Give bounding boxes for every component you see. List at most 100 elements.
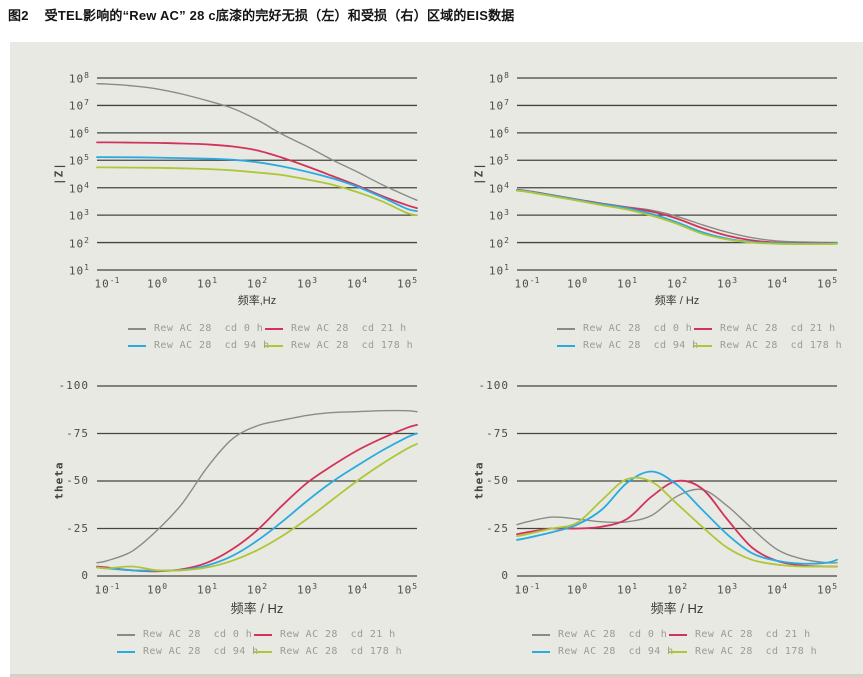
x-tick-label: 102 xyxy=(246,582,268,597)
series-line-gray xyxy=(96,409,418,564)
legend-label: Rew AC 28 cd 21 h xyxy=(280,629,396,640)
legend-label: Rew AC 28 cd 178 h xyxy=(695,646,817,657)
x-tick-label: 105 xyxy=(816,582,838,597)
x-axis-label: 频率,Hz xyxy=(237,295,277,307)
series-line-gray xyxy=(516,488,838,564)
plot-area xyxy=(516,385,838,577)
y-tick-label: 106 xyxy=(488,125,509,141)
x-tick-label: 105 xyxy=(396,276,418,291)
figure-panel: |Z| 频率,Hz 108 107 106 105 104 103 102 101 10-1 10… xyxy=(10,42,863,677)
x-tick-label: 104 xyxy=(766,276,788,291)
legend-entry: Rew AC 28 cd 0 h xyxy=(117,629,254,640)
series-line-blue xyxy=(96,432,418,572)
y-tick-label: -25 xyxy=(66,521,89,535)
y-tick-label: 104 xyxy=(68,180,89,196)
series-line-red xyxy=(96,141,418,209)
legend-entry: Rew AC 28 cd 94 h xyxy=(117,646,258,657)
legend-entry: Rew AC 28 cd 21 h xyxy=(254,629,395,640)
legend-line-marker-green xyxy=(669,650,687,653)
plot-area xyxy=(516,77,838,271)
x-tick-label: 103 xyxy=(296,276,318,291)
x-tick-label: 102 xyxy=(666,276,688,291)
legend-impedance-intact: Rew AC 28 cd 0 h Rew AC 28 cd 21 h Rew AC … xyxy=(128,323,413,351)
x-tick-label: 103 xyxy=(716,276,738,291)
legend-entry: Rew AC 28 cd 178 h xyxy=(694,340,842,351)
legend-entry: Rew AC 28 cd 21 h xyxy=(694,323,835,334)
legend-entry: Rew AC 28 cd 178 h xyxy=(265,340,413,351)
legend-line-marker-gray xyxy=(557,327,575,330)
x-tick-label: 103 xyxy=(716,582,738,597)
x-tick-label: 10-1 xyxy=(514,582,540,597)
legend-line-marker-gray xyxy=(128,327,146,330)
x-tick-label: 102 xyxy=(666,582,688,597)
series-line-blue xyxy=(516,470,838,565)
y-tick-label: 107 xyxy=(488,98,509,114)
x-tick-label: 104 xyxy=(346,582,368,597)
legend-line-marker-green xyxy=(265,344,283,347)
x-tick-label: 101 xyxy=(196,276,218,291)
y-tick-label: 103 xyxy=(68,208,89,223)
legend-line-marker-blue xyxy=(117,650,135,653)
y-tick-label: 105 xyxy=(68,153,89,168)
legend-line-marker-green xyxy=(254,650,272,653)
legend-line-marker-blue xyxy=(128,344,146,347)
y-tick-label: -75 xyxy=(66,426,89,440)
legend-label: Rew AC 28 cd 178 h xyxy=(720,340,842,351)
legend-line-marker-blue xyxy=(532,650,550,653)
legend-label: Rew AC 28 cd 0 h xyxy=(154,323,264,334)
legend-entry: Rew AC 28 cd 178 h xyxy=(254,646,402,657)
plot-area xyxy=(96,385,418,577)
legend-entry: Rew AC 28 cd 94 h xyxy=(532,646,673,657)
series-line-green xyxy=(96,166,418,216)
series-line-green xyxy=(516,476,838,568)
series-line-green xyxy=(516,189,838,246)
y-tick-label: 108 xyxy=(488,71,509,86)
y-tick-label: 101 xyxy=(68,263,89,278)
legend-line-marker-red xyxy=(669,633,687,636)
x-tick-label: 101 xyxy=(616,582,638,597)
x-tick-label: 100 xyxy=(146,582,168,597)
legend-entry: Rew AC 28 cd 94 h xyxy=(557,340,698,351)
x-tick-label: 101 xyxy=(196,582,218,597)
legend-entry: Rew AC 28 cd 178 h xyxy=(669,646,817,657)
legend-label: Rew AC 28 cd 0 h xyxy=(558,629,668,640)
legend-label: Rew AC 28 cd 94 h xyxy=(154,340,270,351)
y-tick-label: 0 xyxy=(81,569,89,582)
x-tick-label: 101 xyxy=(616,276,638,291)
y-tick-label: -25 xyxy=(486,521,509,535)
legend-line-marker-green xyxy=(694,344,712,347)
series-line-red xyxy=(516,479,838,568)
plot-area xyxy=(96,77,418,271)
legend-label: Rew AC 28 cd 94 h xyxy=(143,646,259,657)
legend-entry: Rew AC 28 cd 0 h xyxy=(128,323,265,334)
legend-label: Rew AC 28 cd 21 h xyxy=(720,323,836,334)
legend-line-marker-blue xyxy=(557,344,575,347)
y-tick-label: -50 xyxy=(66,474,89,487)
legend-label: Rew AC 28 cd 178 h xyxy=(291,340,413,351)
x-axis-label: 频率 / Hz xyxy=(654,295,700,307)
x-tick-label: 100 xyxy=(146,276,168,291)
legend-entry: Rew AC 28 cd 94 h xyxy=(128,340,269,351)
legend-line-marker-gray xyxy=(117,633,135,636)
legend-label: Rew AC 28 cd 178 h xyxy=(280,646,402,657)
figure-title: 图2 受TEL影响的“Rew AC” 28 c底漆的完好无损（左）和受损（右）区域… xyxy=(8,5,515,24)
x-tick-label: 104 xyxy=(346,276,368,291)
legend-label: Rew AC 28 cd 94 h xyxy=(558,646,674,657)
y-tick-label: 0 xyxy=(501,569,509,582)
x-tick-label: 10-1 xyxy=(94,276,120,291)
legend-phase-damaged: Rew AC 28 cd 0 h Rew AC 28 cd 21 h Rew AC … xyxy=(532,629,817,657)
y-tick-label: 103 xyxy=(488,208,509,223)
y-tick-label: 106 xyxy=(68,125,89,141)
legend-entry: Rew AC 28 cd 21 h xyxy=(265,323,406,334)
legend-line-marker-red xyxy=(694,327,712,330)
y-tick-label: 107 xyxy=(68,98,89,114)
y-tick-label: 104 xyxy=(488,180,509,196)
legend-line-marker-gray xyxy=(532,633,550,636)
y-tick-label: 102 xyxy=(488,235,509,251)
x-tick-label: 104 xyxy=(766,582,788,597)
x-tick-label: 105 xyxy=(396,582,418,597)
x-tick-label: 103 xyxy=(296,582,318,597)
y-tick-label: 108 xyxy=(68,71,89,86)
chart-phase-intact: theta 频率 / Hz -100 -75 -50 -25 0 10-1 100 101 10… xyxy=(53,379,418,616)
